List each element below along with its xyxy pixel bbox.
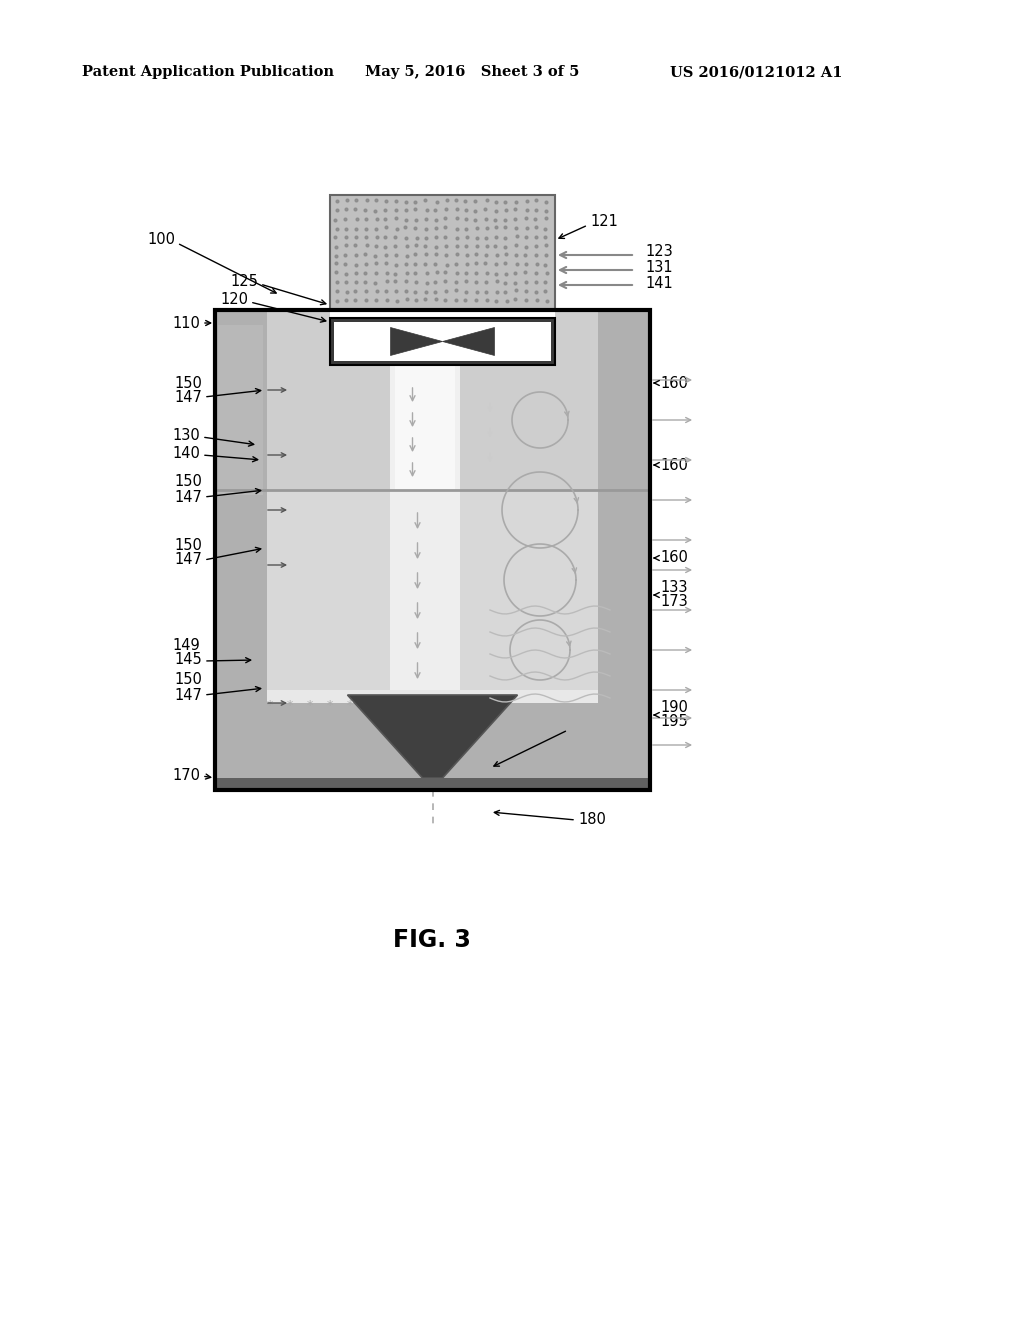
Text: 170: 170 (172, 767, 200, 783)
Text: *: * (267, 698, 273, 711)
Text: 173: 173 (660, 594, 688, 610)
Bar (330, 318, 555, 366)
Bar (215, 310, 650, 789)
Text: 145: 145 (174, 652, 202, 668)
Text: *: * (307, 698, 313, 711)
Polygon shape (390, 327, 442, 355)
Text: 150: 150 (174, 537, 202, 553)
Bar (215, 777, 650, 789)
Bar (334, 322, 551, 360)
Text: 140: 140 (172, 446, 200, 461)
Text: 147: 147 (174, 490, 202, 504)
Text: 180: 180 (578, 813, 606, 828)
Text: 150: 150 (174, 672, 202, 688)
Text: 195: 195 (660, 714, 688, 730)
Bar (330, 195, 555, 310)
Text: 150: 150 (174, 474, 202, 490)
Text: 130: 130 (172, 428, 200, 442)
Text: 147: 147 (174, 688, 202, 702)
Text: 110: 110 (172, 315, 200, 330)
Text: *: * (327, 698, 333, 711)
Text: 131: 131 (645, 260, 673, 276)
Bar (267, 310, 598, 789)
Bar (330, 195, 555, 310)
Text: 123: 123 (645, 244, 673, 260)
Text: FIG. 3: FIG. 3 (393, 928, 471, 952)
Text: May 5, 2016   Sheet 3 of 5: May 5, 2016 Sheet 3 of 5 (365, 65, 580, 79)
Bar (215, 310, 267, 789)
Text: 143: 143 (570, 721, 598, 735)
Text: 190: 190 (660, 701, 688, 715)
Bar (267, 704, 598, 777)
Text: 125: 125 (230, 275, 258, 289)
Bar (390, 341, 460, 490)
Text: 160: 160 (660, 375, 688, 391)
Text: 147: 147 (174, 553, 202, 568)
Text: US 2016/0121012 A1: US 2016/0121012 A1 (670, 65, 843, 79)
Bar (215, 310, 650, 789)
Text: 133: 133 (660, 581, 687, 595)
Text: 141: 141 (645, 276, 673, 292)
Text: 160: 160 (660, 550, 688, 565)
Polygon shape (442, 327, 495, 355)
Text: *: * (287, 698, 293, 711)
Text: Patent Application Publication: Patent Application Publication (82, 65, 334, 79)
Bar (267, 690, 598, 715)
Bar (330, 310, 555, 366)
Text: *: * (347, 698, 353, 711)
Bar (218, 325, 263, 495)
Text: 160: 160 (660, 458, 688, 473)
Text: 121: 121 (590, 214, 617, 230)
Polygon shape (347, 696, 517, 777)
Bar (395, 341, 455, 490)
Bar (267, 310, 598, 490)
Text: 150: 150 (174, 375, 202, 391)
Bar (598, 310, 650, 789)
Text: 120: 120 (220, 293, 248, 308)
Text: 147: 147 (174, 389, 202, 404)
Text: 149: 149 (172, 638, 200, 652)
Text: 100: 100 (147, 232, 175, 248)
Bar (390, 490, 460, 696)
